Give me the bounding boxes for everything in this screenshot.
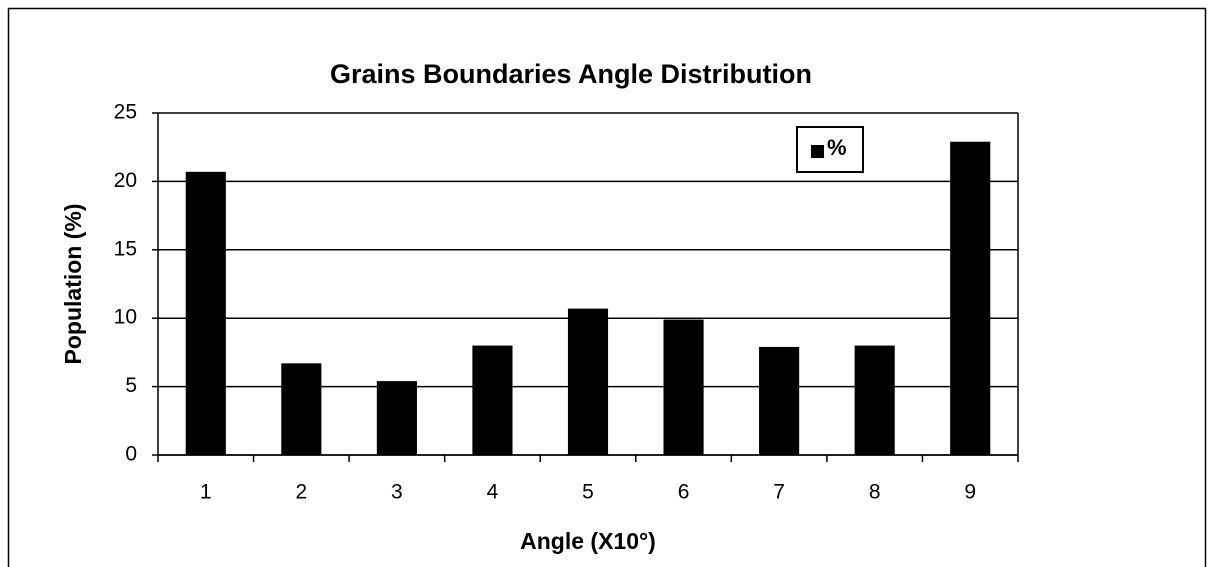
bar (663, 319, 704, 455)
x-tick-label: 7 (773, 481, 785, 504)
x-tick-label: 8 (869, 481, 881, 504)
y-tick-label: 20 (114, 169, 137, 192)
bar (950, 141, 991, 455)
y-tick-label: 10 (114, 306, 137, 329)
legend-box (796, 126, 864, 173)
x-tick-label: 4 (487, 481, 499, 504)
bar (472, 345, 513, 455)
x-tick-label: 9 (964, 481, 976, 504)
bar (185, 171, 226, 455)
x-tick-label: 6 (678, 481, 690, 504)
x-axis-label: Angle (X10°) (520, 528, 656, 554)
bar (376, 381, 417, 455)
bar (759, 346, 800, 455)
y-axis-label: Population (%) (60, 204, 86, 365)
x-tick-label: 2 (295, 481, 307, 504)
bar (854, 345, 895, 455)
chart-title: Grains Boundaries Angle Distribution (330, 59, 812, 89)
bar (281, 363, 322, 455)
x-tick-label: 1 (200, 481, 212, 504)
x-tick-label: 3 (391, 481, 403, 504)
legend-label: % (827, 135, 847, 160)
legend-swatch (811, 145, 824, 158)
y-tick-label: 5 (125, 374, 137, 397)
frame (7, 7, 1207, 567)
x-tick-label: 5 (582, 481, 594, 504)
y-tick-label: 15 (114, 237, 137, 260)
bar (567, 308, 609, 455)
y-tick-label: 0 (125, 443, 137, 466)
y-tick-label: 25 (114, 101, 137, 124)
